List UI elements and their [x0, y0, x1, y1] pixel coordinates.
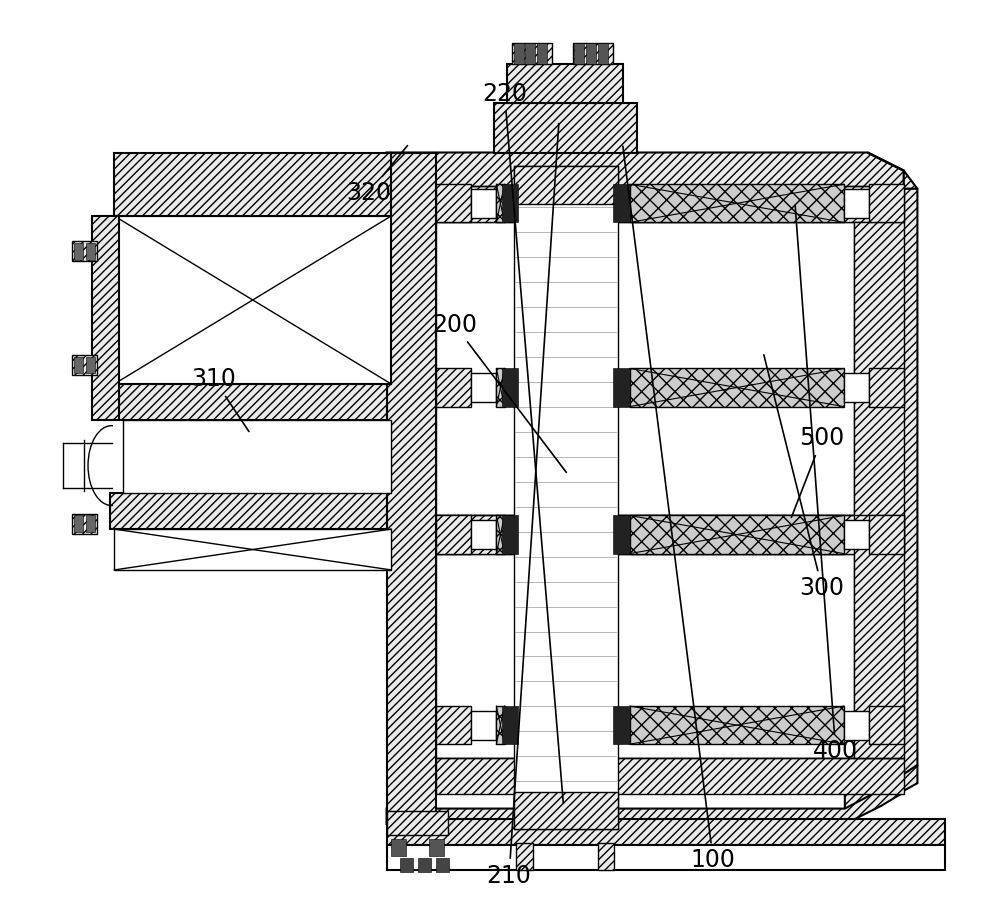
- Polygon shape: [630, 516, 844, 553]
- Bar: [507, 65, 623, 102]
- Bar: [514, 43, 524, 65]
- Text: 210: 210: [487, 123, 559, 887]
- Bar: [525, 43, 535, 65]
- Bar: [537, 43, 547, 65]
- Polygon shape: [387, 774, 904, 824]
- Bar: [387, 845, 945, 870]
- Bar: [436, 706, 471, 744]
- Polygon shape: [496, 706, 505, 744]
- Bar: [494, 102, 637, 152]
- Bar: [844, 520, 869, 549]
- Bar: [418, 857, 431, 872]
- Bar: [516, 843, 533, 870]
- Bar: [502, 184, 518, 223]
- Polygon shape: [496, 184, 505, 223]
- Bar: [844, 373, 869, 402]
- Bar: [471, 710, 496, 740]
- Bar: [869, 706, 904, 744]
- Bar: [514, 166, 618, 829]
- Bar: [613, 516, 630, 553]
- Polygon shape: [496, 516, 505, 553]
- Polygon shape: [630, 369, 844, 406]
- Bar: [613, 369, 630, 406]
- Text: 300: 300: [764, 355, 845, 600]
- Text: 310: 310: [192, 367, 249, 432]
- Bar: [844, 710, 869, 740]
- Bar: [429, 839, 444, 855]
- Text: 100: 100: [623, 146, 736, 872]
- Bar: [471, 520, 496, 549]
- Bar: [512, 43, 552, 65]
- Text: 500: 500: [791, 426, 845, 518]
- Bar: [74, 243, 83, 259]
- Text: 200: 200: [432, 313, 566, 472]
- Bar: [86, 357, 95, 373]
- Polygon shape: [868, 152, 917, 189]
- Bar: [387, 812, 448, 834]
- Polygon shape: [387, 152, 904, 189]
- Bar: [72, 514, 97, 533]
- Bar: [844, 189, 869, 218]
- Bar: [869, 516, 904, 553]
- Bar: [114, 152, 391, 216]
- Bar: [869, 184, 904, 223]
- Bar: [573, 43, 613, 65]
- Bar: [613, 706, 630, 744]
- Bar: [436, 369, 471, 406]
- Bar: [436, 223, 854, 516]
- Bar: [514, 166, 618, 205]
- Bar: [598, 43, 608, 65]
- Bar: [436, 553, 854, 758]
- Bar: [74, 516, 83, 531]
- Bar: [387, 152, 436, 824]
- Bar: [92, 216, 119, 420]
- Text: 320: 320: [346, 145, 407, 205]
- Bar: [869, 369, 904, 406]
- Bar: [72, 355, 97, 375]
- Bar: [114, 530, 391, 570]
- Polygon shape: [496, 369, 505, 406]
- Polygon shape: [904, 189, 917, 774]
- Polygon shape: [845, 765, 917, 809]
- Bar: [436, 758, 904, 794]
- Text: 220: 220: [482, 81, 563, 803]
- Bar: [514, 792, 618, 829]
- Bar: [574, 43, 584, 65]
- Bar: [110, 383, 387, 420]
- Bar: [110, 493, 387, 530]
- Bar: [598, 843, 614, 870]
- Bar: [436, 516, 471, 553]
- Bar: [471, 373, 496, 402]
- Bar: [72, 241, 97, 261]
- Bar: [436, 516, 904, 553]
- Bar: [502, 516, 518, 553]
- Bar: [123, 420, 391, 493]
- Bar: [114, 216, 391, 383]
- Bar: [86, 516, 95, 531]
- Bar: [586, 43, 596, 65]
- Bar: [502, 369, 518, 406]
- Bar: [854, 223, 904, 758]
- Polygon shape: [630, 706, 844, 744]
- Bar: [613, 184, 630, 223]
- Bar: [436, 857, 449, 872]
- Bar: [74, 357, 83, 373]
- Text: 400: 400: [795, 205, 858, 763]
- Bar: [436, 186, 904, 223]
- Bar: [86, 243, 95, 259]
- Bar: [387, 820, 945, 845]
- Bar: [436, 184, 471, 223]
- Bar: [400, 857, 413, 872]
- Bar: [391, 839, 406, 855]
- Bar: [471, 189, 496, 218]
- Polygon shape: [630, 184, 844, 223]
- Bar: [502, 706, 518, 744]
